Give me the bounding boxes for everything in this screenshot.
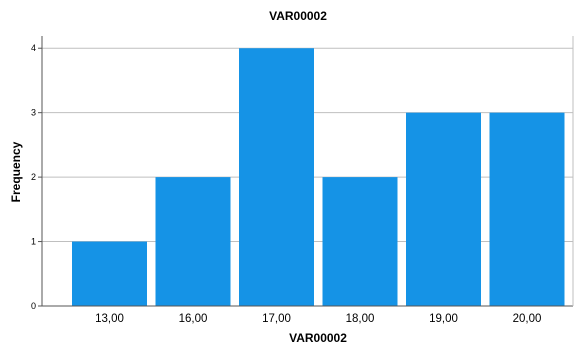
- x-tick-label: 19,00: [429, 313, 458, 325]
- x-tick-label: 17,00: [262, 313, 291, 325]
- y-tick-labels: 0 1 2 3 4: [31, 43, 36, 311]
- y-axis-label: Frequency: [9, 141, 23, 202]
- x-tick-label: 18,00: [346, 313, 375, 325]
- bars: [72, 48, 565, 307]
- y-tick-label: 1: [31, 237, 36, 247]
- x-tick-label: 20,00: [513, 313, 542, 325]
- axes: [41, 36, 574, 307]
- x-tick-label: 13,00: [95, 313, 124, 325]
- bar: [239, 48, 314, 306]
- y-tick-label: 3: [31, 108, 36, 118]
- y-tick-label: 4: [31, 43, 36, 53]
- x-axis-label: VAR00002: [289, 331, 347, 345]
- chart-title: VAR00002: [269, 9, 327, 23]
- bar: [406, 112, 481, 307]
- bar: [489, 112, 565, 307]
- bar: [155, 177, 231, 306]
- y-tick-label: 2: [31, 172, 36, 182]
- y-tick-label: 0: [31, 301, 36, 311]
- x-tick-label: 16,00: [179, 313, 208, 325]
- bar: [322, 177, 398, 306]
- bar: [72, 241, 147, 306]
- x-tick-labels: 13,00 16,00 17,00 18,00 19,00 20,00: [95, 313, 541, 325]
